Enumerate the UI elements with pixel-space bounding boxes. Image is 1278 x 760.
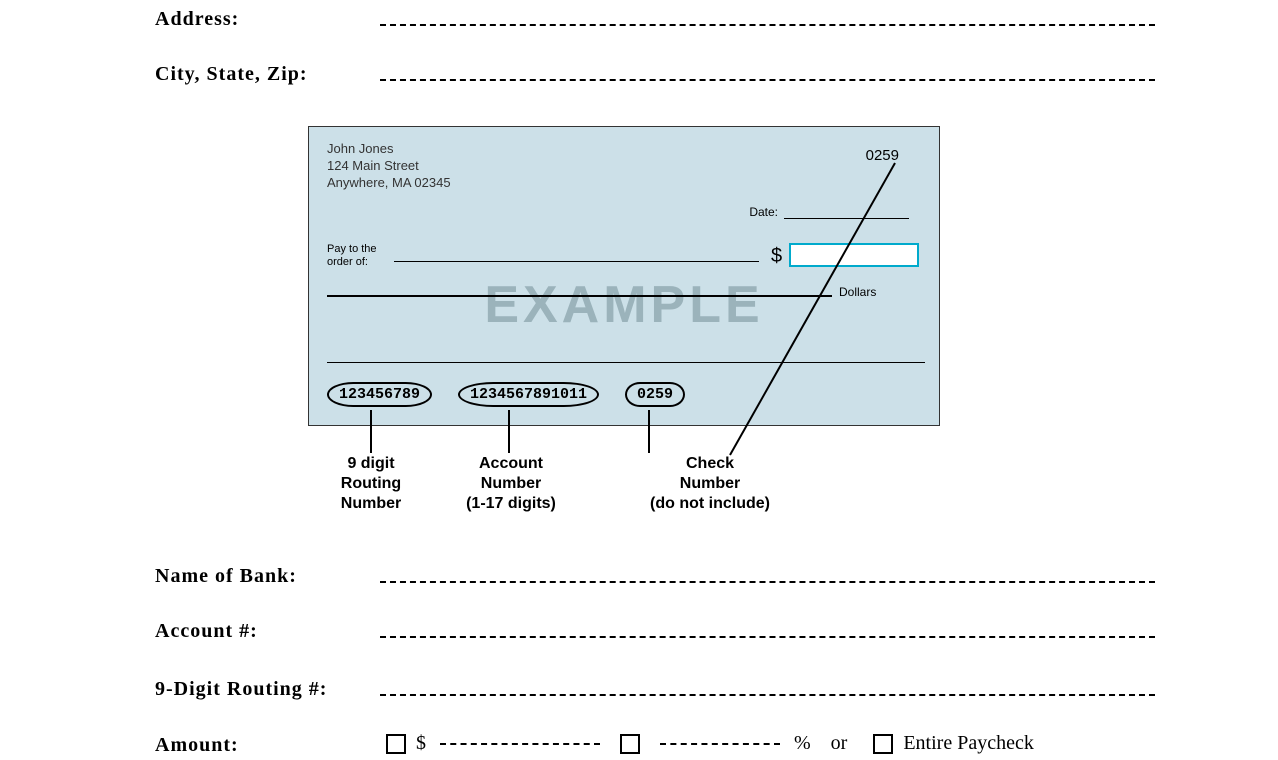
account-row: Account #: — [155, 620, 258, 643]
callout-account-l3: (1-17 digits) — [446, 494, 576, 514]
check-amount-box — [789, 243, 919, 267]
callout-routing: 9 digit Routing Number — [316, 454, 426, 514]
check-date-row: Date: — [749, 205, 909, 219]
check-holder-city: Anywhere, MA 02345 — [327, 175, 451, 192]
account-line — [380, 636, 1155, 638]
callout-routing-l1: 9 digit — [316, 454, 426, 474]
amount-entire-checkbox[interactable] — [873, 734, 893, 754]
callout-check-l3: (do not include) — [630, 494, 790, 514]
check-micr-row: 123456789 1234567891011 0259 — [327, 382, 685, 407]
amount-options: $ % or Entire Paycheck — [380, 732, 1034, 755]
check-holder-street: 124 Main Street — [327, 158, 451, 175]
bankname-line — [380, 581, 1155, 583]
citystatezip-label: City, State, Zip: — [155, 63, 308, 86]
callout-check-l1: Check — [630, 454, 790, 474]
callout-line-check — [648, 410, 650, 453]
callout-check-l2: Number — [630, 474, 790, 494]
check-date-line — [784, 218, 909, 219]
callout-account: Account Number (1-17 digits) — [446, 454, 576, 514]
amount-dollar-line — [440, 743, 600, 745]
check-payto-l2: order of: — [327, 256, 377, 269]
check-dollar-sign: $ — [771, 245, 782, 268]
routing-line — [380, 694, 1155, 696]
amount-entire-label: Entire Paycheck — [903, 732, 1034, 755]
account-label: Account #: — [155, 620, 258, 643]
address-line — [380, 24, 1155, 26]
callout-routing-l2: Routing — [316, 474, 426, 494]
check-signature-line — [327, 362, 925, 363]
micr-check-oval: 0259 — [625, 382, 685, 407]
amount-dollar-checkbox[interactable] — [386, 734, 406, 754]
check-date-label: Date: — [749, 205, 778, 219]
callout-account-l2: Number — [446, 474, 576, 494]
callout-line-routing — [370, 410, 372, 453]
amount-dollar-label: $ — [416, 732, 426, 755]
check-example-diagram: John Jones 124 Main Street Anywhere, MA … — [308, 126, 940, 426]
check-dollars-label: Dollars — [839, 285, 876, 299]
callout-routing-l3: Number — [316, 494, 426, 514]
check-holder-info: John Jones 124 Main Street Anywhere, MA … — [327, 141, 451, 192]
address-label: Address: — [155, 8, 239, 31]
callout-check: Check Number (do not include) — [630, 454, 790, 514]
citystatezip-line — [380, 79, 1155, 81]
check-payto-l1: Pay to the — [327, 243, 377, 256]
amount-percent-checkbox[interactable] — [620, 734, 640, 754]
amount-percent-label: % — [794, 732, 811, 755]
check-example-watermark: EXAMPLE — [484, 275, 763, 335]
routing-row: 9-Digit Routing #: — [155, 678, 327, 701]
check-payto-label: Pay to the order of: — [327, 243, 377, 269]
check-written-amount-line — [327, 295, 832, 297]
bankname-row: Name of Bank: — [155, 565, 297, 588]
check-payto-line — [394, 261, 759, 262]
routing-label: 9-Digit Routing #: — [155, 678, 327, 701]
micr-routing-oval: 123456789 — [327, 382, 432, 407]
amount-label: Amount: — [155, 734, 239, 757]
citystatezip-row: City, State, Zip: — [155, 63, 308, 86]
callout-account-l1: Account — [446, 454, 576, 474]
bankname-label: Name of Bank: — [155, 565, 297, 588]
address-row: Address: — [155, 8, 239, 31]
micr-account-oval: 1234567891011 — [458, 382, 599, 407]
amount-percent-line — [660, 743, 780, 745]
amount-row: Amount: — [155, 734, 239, 757]
check-holder-name: John Jones — [327, 141, 451, 158]
amount-or-label: or — [831, 732, 848, 755]
check-number-top: 0259 — [866, 147, 899, 164]
callout-line-account — [508, 410, 510, 453]
